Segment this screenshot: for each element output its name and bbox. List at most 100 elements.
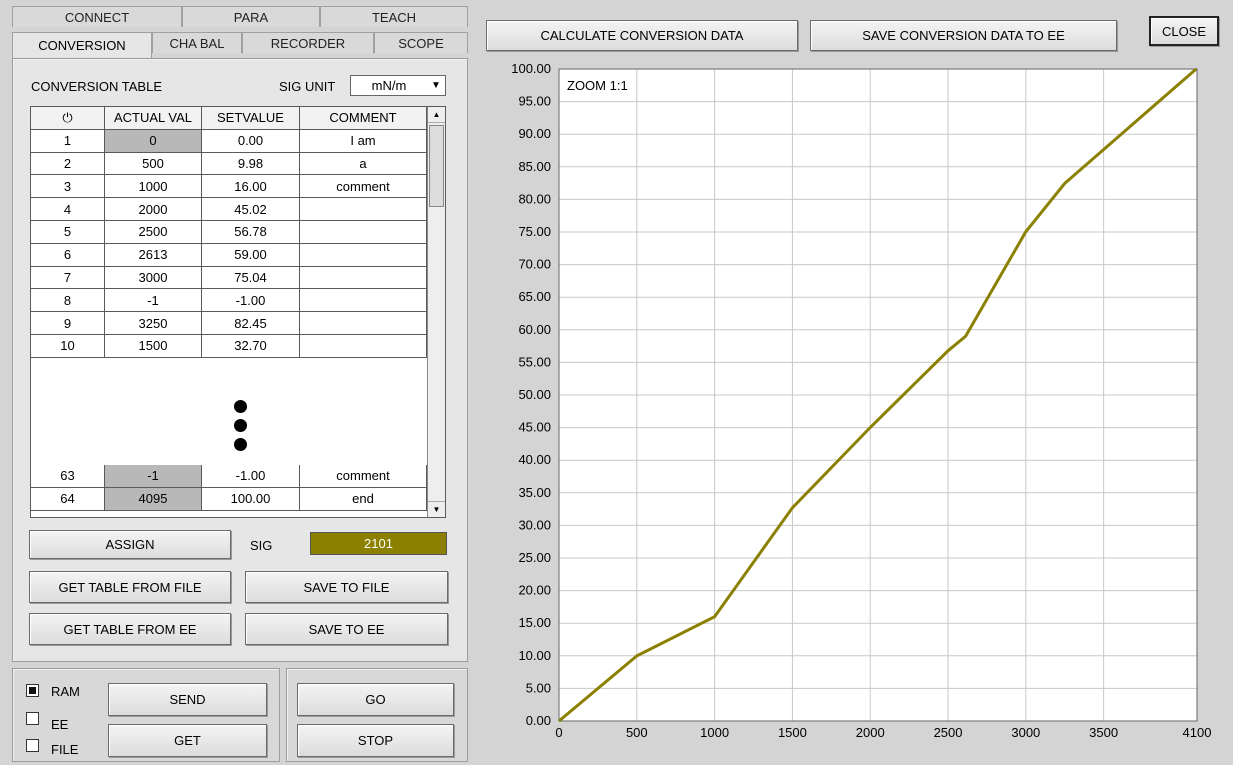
table-cell[interactable]: 3250 xyxy=(105,312,202,335)
table-cell[interactable] xyxy=(300,289,427,313)
table-title: CONVERSION TABLE xyxy=(31,79,162,94)
table-cell[interactable]: 1 xyxy=(31,129,105,153)
ee-checkbox[interactable] xyxy=(26,712,39,725)
ee-label: EE xyxy=(51,717,69,732)
table-cell[interactable]: 500 xyxy=(105,152,202,176)
table-cell[interactable]: -1.00 xyxy=(202,289,300,313)
table-cell[interactable]: 2000 xyxy=(105,198,202,221)
y-tick-label: 100.00 xyxy=(511,61,551,76)
ellipsis-icon xyxy=(234,400,248,452)
table-cell[interactable]: 5 xyxy=(31,221,105,244)
table-cell[interactable]: 6 xyxy=(31,243,105,267)
save-conversion-data-to-ee-button[interactable]: SAVE CONVERSION DATA TO EE xyxy=(810,20,1117,51)
y-tick-label: 30.00 xyxy=(518,517,551,532)
table-cell[interactable]: 75.04 xyxy=(202,266,300,290)
table-cell[interactable]: comment xyxy=(300,465,427,488)
x-tick-label: 4100 xyxy=(1183,725,1212,740)
table-cell[interactable]: 59.00 xyxy=(202,243,300,267)
scroll-down-icon[interactable]: ▼ xyxy=(428,501,445,517)
sig-label: SIG xyxy=(250,538,273,553)
y-tick-label: 35.00 xyxy=(518,485,551,500)
table-cell[interactable]: 1000 xyxy=(105,175,202,199)
table-cell[interactable]: -1.00 xyxy=(202,465,300,488)
table-cell[interactable]: 3 xyxy=(31,175,105,199)
table-header-cell: COMMENT xyxy=(300,107,427,130)
table-cell[interactable] xyxy=(300,266,427,290)
table-cell[interactable]: 82.45 xyxy=(202,312,300,335)
x-tick-label: 1500 xyxy=(778,725,807,740)
table-cell[interactable]: 63 xyxy=(31,465,105,488)
table-cell[interactable]: 2500 xyxy=(105,221,202,244)
y-tick-label: 70.00 xyxy=(518,257,551,272)
table-cell[interactable]: 7 xyxy=(31,266,105,290)
y-tick-label: 55.00 xyxy=(518,354,551,369)
table-cell[interactable]: 10 xyxy=(31,335,105,358)
assign-button[interactable]: ASSIGN xyxy=(29,530,231,559)
table-cell[interactable] xyxy=(300,312,427,335)
y-tick-label: 85.00 xyxy=(518,159,551,174)
save-to-ee-button[interactable]: SAVE TO EE xyxy=(245,613,448,645)
table-cell[interactable]: 56.78 xyxy=(202,221,300,244)
table-cell[interactable]: -1 xyxy=(105,289,202,313)
tab-connect[interactable]: CONNECT xyxy=(12,6,182,27)
table-cell[interactable]: 8 xyxy=(31,289,105,313)
table-cell[interactable]: 9.98 xyxy=(202,152,300,176)
zoom-label: ZOOM 1:1 xyxy=(567,78,628,93)
conversion-table: ⏻ ACTUAL VAL SETVALUE COMMENT 1 0 0.00 I am 2 500… xyxy=(30,106,446,518)
table-cell[interactable]: 1500 xyxy=(105,335,202,358)
y-tick-label: 65.00 xyxy=(518,289,551,304)
tab-cha-bal[interactable]: CHA BAL xyxy=(152,32,242,53)
get-table-from-file-button[interactable]: GET TABLE FROM FILE xyxy=(29,571,231,603)
table-cell[interactable]: 9 xyxy=(31,312,105,335)
go-button[interactable]: GO xyxy=(297,683,454,716)
table-cell[interactable] xyxy=(300,198,427,221)
table-cell[interactable]: 16.00 xyxy=(202,175,300,199)
table-cell[interactable]: 45.02 xyxy=(202,198,300,221)
table-cell[interactable]: -1 xyxy=(105,465,202,488)
tab-conversion[interactable]: CONVERSION xyxy=(12,32,152,58)
table-cell[interactable]: 4095 xyxy=(105,487,202,511)
y-tick-label: 80.00 xyxy=(518,191,551,206)
table-header-cell: ACTUAL VAL xyxy=(105,107,202,130)
x-tick-label: 2500 xyxy=(934,725,963,740)
table-cell[interactable] xyxy=(300,335,427,358)
table-cell[interactable]: a xyxy=(300,152,427,176)
tab-scope[interactable]: SCOPE xyxy=(374,32,468,53)
file-checkbox[interactable] xyxy=(26,739,39,752)
send-button[interactable]: SEND xyxy=(108,683,267,716)
table-cell[interactable] xyxy=(300,243,427,267)
table-cell[interactable]: comment xyxy=(300,175,427,199)
y-tick-label: 95.00 xyxy=(518,94,551,109)
table-cell[interactable] xyxy=(300,221,427,244)
scroll-up-icon[interactable]: ▲ xyxy=(428,107,445,123)
table-cell[interactable]: 0 xyxy=(105,129,202,153)
table-cell[interactable]: 64 xyxy=(31,487,105,511)
table-cell[interactable]: 32.70 xyxy=(202,335,300,358)
scroll-thumb[interactable] xyxy=(429,125,444,207)
tab-teach[interactable]: TEACH xyxy=(320,6,468,27)
stop-button[interactable]: STOP xyxy=(297,724,454,757)
table-cell[interactable]: 3000 xyxy=(105,266,202,290)
sig-unit-label: SIG UNIT xyxy=(279,79,336,94)
table-cell[interactable]: 2613 xyxy=(105,243,202,267)
sig-unit-dropdown[interactable]: mN/m ▼ xyxy=(350,75,446,96)
table-cell[interactable]: 2 xyxy=(31,152,105,176)
table-header-cell: ⏻ xyxy=(31,107,105,130)
plot-border xyxy=(558,68,1198,722)
tab-recorder[interactable]: RECORDER xyxy=(242,32,374,53)
calculate-conversion-data-button[interactable]: CALCULATE CONVERSION DATA xyxy=(486,20,798,51)
table-scrollbar[interactable]: ▲ ▼ xyxy=(427,107,445,517)
ram-checkbox[interactable] xyxy=(26,684,39,697)
table-cell[interactable]: 0.00 xyxy=(202,129,300,153)
conversion-chart: 0.00 5.00 10.00 15.00 20.00 25.00 30.00 35.00 40… xyxy=(475,58,1225,758)
y-tick-label: 15.00 xyxy=(518,615,551,630)
close-button[interactable]: CLOSE xyxy=(1149,16,1219,46)
get-button[interactable]: GET xyxy=(108,724,267,757)
tab-para[interactable]: PARA xyxy=(182,6,320,27)
table-cell[interactable]: I am xyxy=(300,129,427,153)
table-cell[interactable]: 100.00 xyxy=(202,487,300,511)
save-to-file-button[interactable]: SAVE TO FILE xyxy=(245,571,448,603)
table-cell[interactable]: 4 xyxy=(31,198,105,221)
get-table-from-ee-button[interactable]: GET TABLE FROM EE xyxy=(29,613,231,645)
table-cell[interactable]: end xyxy=(300,487,427,511)
